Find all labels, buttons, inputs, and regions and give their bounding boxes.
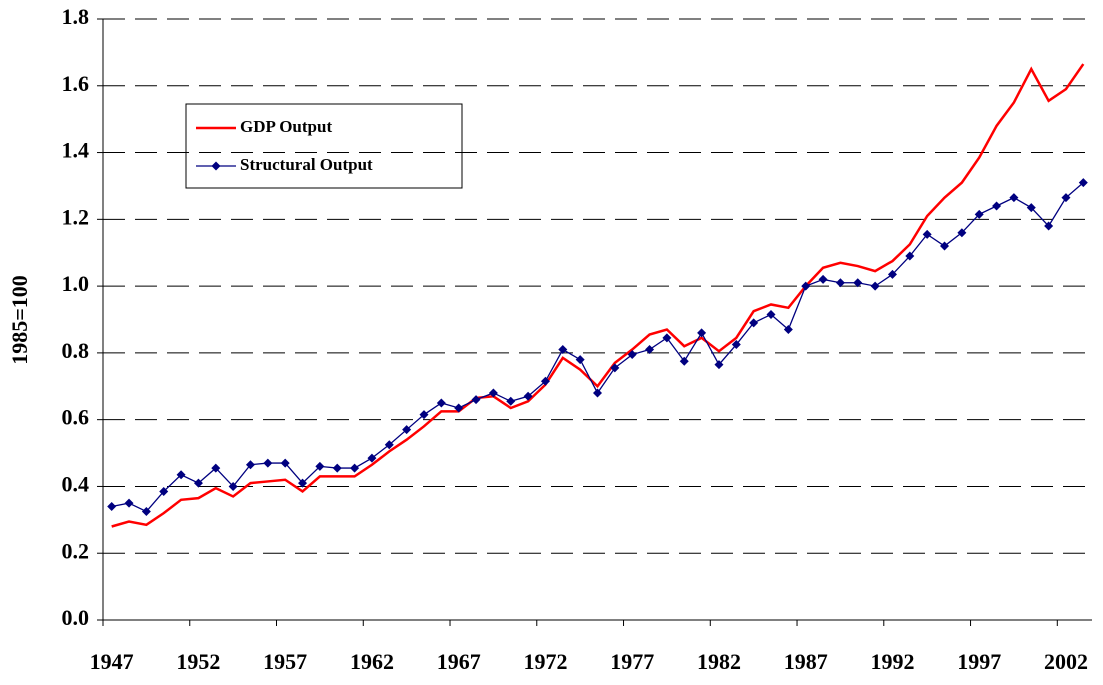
x-tick-label: 1947: [90, 649, 134, 674]
marker: [1044, 221, 1054, 231]
x-tick-label: 1987: [784, 649, 828, 674]
y-tick-label: 1.2: [62, 204, 90, 229]
x-tick-label: 1967: [437, 649, 481, 674]
y-tick-label: 0.2: [62, 538, 90, 563]
y-tick-label: 1.8: [62, 4, 90, 29]
legend-label: Structural Output: [240, 155, 373, 174]
series-line: [111, 182, 1084, 513]
x-tick-label: 2002: [1044, 649, 1088, 674]
x-tick-label: 1997: [957, 649, 1001, 674]
marker: [940, 241, 950, 251]
marker: [419, 410, 429, 420]
marker: [350, 463, 360, 473]
y-tick-label: 1.4: [62, 138, 90, 163]
marker: [853, 278, 863, 288]
series-line: [111, 63, 1085, 528]
marker: [124, 498, 134, 508]
marker: [645, 345, 655, 355]
marker: [714, 360, 724, 370]
marker: [159, 486, 169, 496]
legend-marker: [211, 161, 221, 171]
marker: [263, 458, 273, 468]
x-tick-label: 1972: [523, 649, 567, 674]
marker: [332, 463, 342, 473]
marker: [523, 391, 533, 401]
legend-box: [185, 103, 463, 189]
x-tick-label: 1982: [697, 649, 741, 674]
marker: [1061, 193, 1071, 203]
marker: [107, 501, 117, 511]
marker: [454, 403, 464, 413]
marker: [593, 388, 602, 398]
marker: [367, 453, 377, 463]
marker: [436, 398, 446, 408]
marker: [801, 281, 811, 291]
x-tick-label: 1992: [870, 649, 914, 674]
marker: [315, 461, 325, 471]
legend-label: GDP Output: [240, 117, 332, 136]
marker: [749, 318, 759, 328]
marker: [176, 470, 186, 480]
marker: [384, 440, 394, 450]
marker: [974, 209, 984, 219]
marker: [835, 278, 845, 288]
marker: [280, 458, 290, 468]
y-tick-label: 0.6: [62, 405, 90, 430]
y-tick-label: 0.8: [62, 338, 90, 363]
marker: [766, 309, 776, 319]
marker: [905, 251, 915, 261]
legend: GDP Output Structural Output: [185, 103, 463, 189]
marker: [141, 506, 151, 516]
marker: [211, 463, 221, 473]
y-tick-label: 1.0: [62, 271, 90, 296]
x-tick-label: 1952: [176, 649, 220, 674]
marker: [922, 229, 932, 239]
marker: [193, 478, 203, 488]
marker: [610, 363, 620, 373]
marker: [298, 478, 308, 488]
marker: [697, 328, 707, 338]
y-tick-label: 0.0: [62, 605, 90, 630]
marker: [1026, 203, 1036, 213]
marker: [558, 345, 568, 355]
x-tick-label: 1977: [610, 649, 654, 674]
marker: [818, 274, 828, 284]
marker: [471, 395, 481, 405]
marker: [887, 269, 897, 279]
marker: [506, 396, 516, 406]
y-axis-label: 1985=100: [7, 275, 32, 365]
marker: [627, 350, 637, 360]
marker: [679, 356, 689, 366]
marker: [870, 281, 880, 291]
marker: [402, 425, 412, 435]
marker: [783, 325, 793, 335]
x-tick-label: 1962: [350, 649, 394, 674]
marker: [488, 388, 498, 398]
marker: [731, 340, 741, 350]
marker: [1009, 193, 1019, 203]
marker: [992, 201, 1002, 211]
marker: [662, 333, 672, 343]
marker: [1078, 178, 1088, 188]
marker: [957, 228, 967, 238]
marker: [575, 355, 585, 365]
marker: [228, 481, 238, 491]
y-tick-label: 1.6: [62, 71, 90, 96]
y-tick-label: 0.4: [62, 471, 90, 496]
marker: [540, 376, 550, 386]
marker: [245, 460, 255, 470]
x-tick-label: 1957: [263, 649, 307, 674]
